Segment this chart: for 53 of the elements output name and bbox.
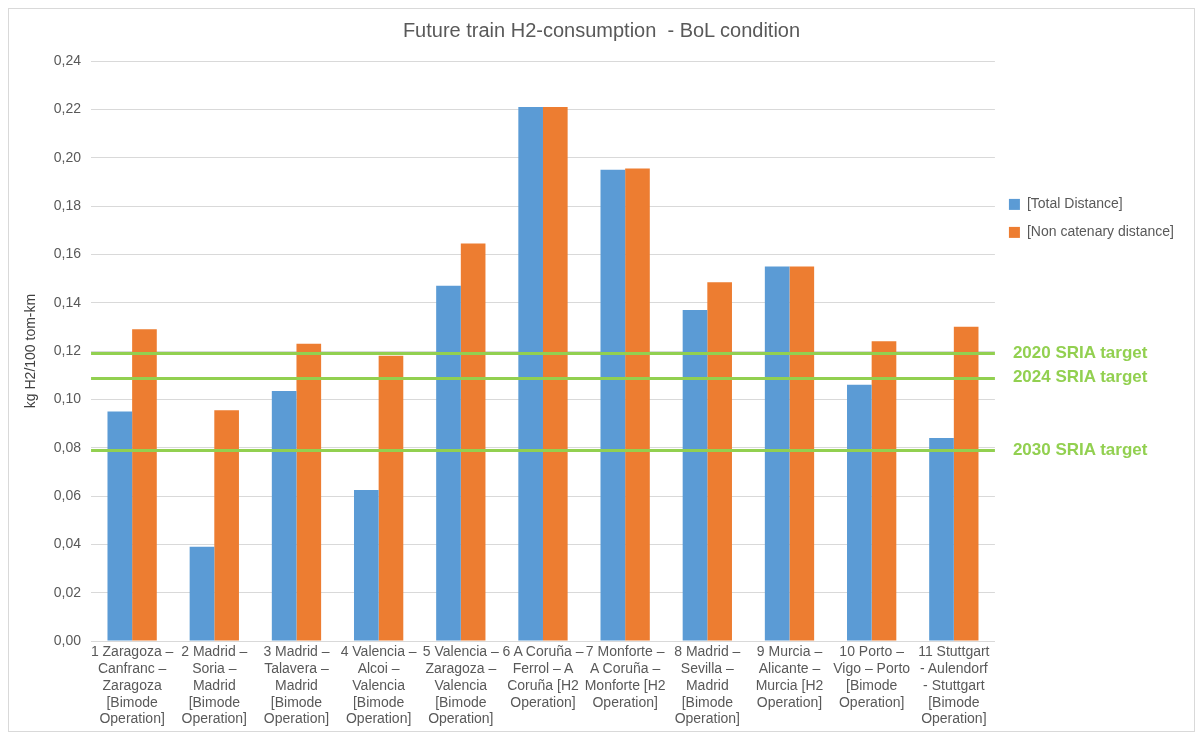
- bar: [953, 326, 979, 641]
- y-tick-label: 0,22: [53, 100, 82, 117]
- bar: [107, 411, 133, 641]
- y-axis-title: kg H2/100 tom-km: [22, 293, 39, 409]
- y-tick-label: 0,10: [53, 390, 82, 407]
- bar: [189, 546, 215, 641]
- x-tick-label: 2 Madrid – Soria – Madrid [Bimode Operation]: [181, 643, 248, 727]
- bar: [871, 341, 897, 641]
- bar: [378, 355, 404, 641]
- bar: [682, 309, 708, 641]
- x-tick-label: 10 Porto – Vigo – Porto [Bimode Operation]: [833, 643, 911, 710]
- bar: [929, 438, 954, 641]
- x-tick-label: 5 Valencia – Zaragoza – Valencia [Bimode Operation]: [422, 643, 500, 727]
- x-tick-label: 6 A Coruña – Ferrol – A Coruña [H2 Operation]: [502, 643, 584, 710]
- x-tick-label: 11 Stuttgart - Aulendorf - Stuttgart [Bimode Operation]: [918, 643, 990, 727]
- bar: [460, 243, 486, 641]
- y-tick-label: 0,24: [53, 51, 82, 68]
- legend-label: [Non catenary distance]: [1026, 223, 1175, 240]
- y-tick-label: 0,04: [53, 535, 82, 552]
- bar: [353, 489, 379, 641]
- bar: [296, 343, 322, 641]
- y-tick-label: 0,16: [53, 245, 82, 262]
- bar: [271, 390, 297, 641]
- y-tick-label: 0,02: [53, 583, 82, 600]
- y-tick-label: 0,12: [53, 341, 82, 358]
- x-tick-label: 7 Monforte – A Coruña – Monforte [H2 Operation]: [584, 643, 666, 710]
- legend-label: [Total Distance]: [1026, 195, 1123, 212]
- x-tick-label: 8 Madrid – Sevilla – Madrid [Bimode Operation]: [674, 643, 741, 727]
- y-tick-label: 0,14: [53, 293, 82, 310]
- bar: [847, 384, 872, 641]
- bar: [542, 106, 568, 641]
- x-tick-label: 4 Valencia – Alcoi – Valencia [Bimode Operation]: [340, 643, 417, 727]
- ref-line-label: 2024 SRIA target: [1012, 367, 1148, 387]
- bar: [518, 106, 543, 641]
- y-tick-label: 0,08: [53, 438, 82, 455]
- y-tick-label: 0,06: [53, 486, 82, 503]
- bar: [789, 266, 815, 641]
- ref-line-label: 2030 SRIA target: [1012, 439, 1148, 459]
- ref-line-label: 2020 SRIA target: [1012, 343, 1148, 363]
- y-tick-label: 0,18: [53, 196, 82, 213]
- x-tick-label: 3 Madrid – Talavera – Madrid [Bimode Operation]: [263, 643, 330, 727]
- x-tick-label: 9 Murcia – Alicante – Murcia [H2 Operation]: [755, 643, 824, 710]
- y-tick-label: 0,00: [53, 631, 82, 648]
- bar: [764, 266, 790, 641]
- bar: [214, 410, 239, 641]
- x-tick-label: 1 Zaragoza – Canfranc – Zaragoza [Bimode Operation]: [90, 643, 174, 727]
- bar: [707, 282, 732, 641]
- bar: [132, 329, 157, 641]
- bar: [625, 168, 650, 641]
- bar: [436, 285, 461, 641]
- bar: [600, 169, 626, 641]
- chart-title: Future train H2-consumption - BoL condition: [402, 18, 801, 41]
- y-tick-label: 0,20: [53, 148, 82, 165]
